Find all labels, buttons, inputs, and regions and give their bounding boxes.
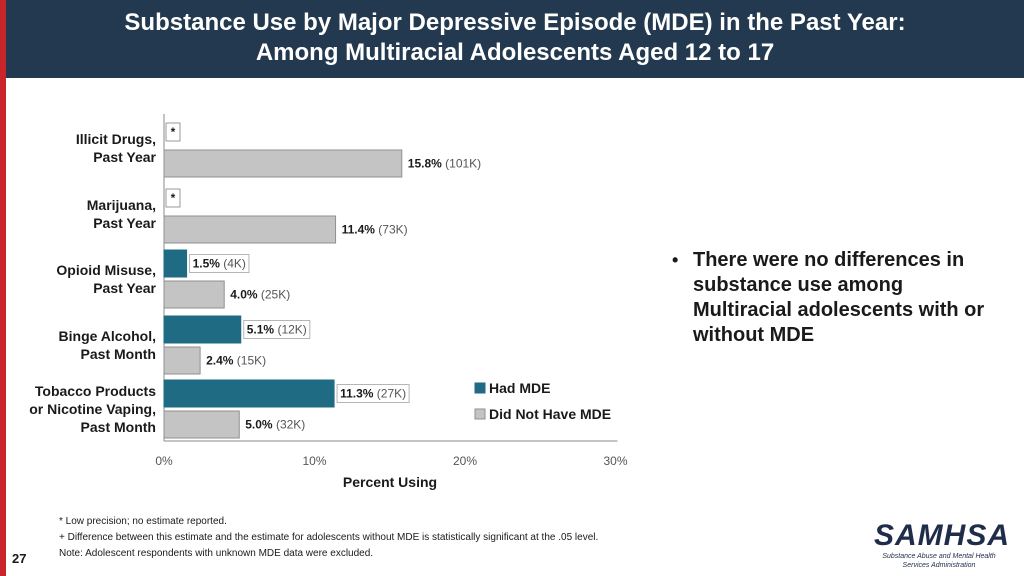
low-precision-marker: *	[171, 191, 176, 205]
data-label: 11.3% (27K)	[340, 387, 406, 401]
data-label: 5.1% (12K)	[247, 323, 307, 337]
accent-stripe	[0, 0, 6, 576]
data-label: 1.5% (4K)	[193, 257, 246, 271]
bar-no-mde	[163, 410, 240, 439]
data-label-count: (27K)	[373, 387, 406, 401]
data-label-box	[336, 384, 410, 403]
logo-subtitle-1: Substance Abuse and Mental Health	[882, 553, 996, 560]
title-bar: Substance Use by Major Depressive Episod…	[6, 0, 1024, 78]
x-tick-label: 0%	[155, 454, 173, 468]
footnote-significance: + Difference between this estimate and t…	[59, 532, 599, 543]
legend-label: Had MDE	[489, 380, 550, 396]
x-tick-label: 30%	[603, 454, 627, 468]
bar-no-mde	[163, 346, 201, 375]
page-title-line2: Among Multiracial Adolescents Aged 12 to…	[255, 39, 775, 66]
data-label: 15.8% (101K)	[408, 157, 481, 171]
category-label: Past Year	[93, 149, 156, 165]
logo-subtitle-2: Services Administration	[902, 562, 976, 569]
low-precision-box	[165, 122, 181, 142]
category-label: Binge Alcohol,	[59, 328, 156, 344]
data-label-count: (15K)	[233, 354, 266, 368]
data-label-count: (73K)	[375, 223, 408, 237]
data-label-count: (4K)	[220, 257, 246, 271]
category-label: Past Year	[93, 280, 156, 296]
legend-swatch	[474, 382, 486, 394]
bar-no-mde	[163, 215, 337, 244]
data-label-value: 4.0%	[230, 288, 258, 302]
logo-wordmark: SAMHSA	[874, 519, 1011, 552]
category-label: Marijuana,	[87, 197, 156, 213]
footnote-note: Note: Adolescent respondents with unknow…	[59, 548, 374, 559]
data-label-value: 15.8%	[408, 157, 442, 171]
legend-swatch	[474, 408, 486, 420]
bullet-icon: •	[672, 250, 679, 270]
category-label: Past Month	[81, 419, 156, 435]
category-label: Past Year	[93, 215, 156, 231]
data-label-count: (32K)	[273, 418, 306, 432]
category-label: Opioid Misuse,	[56, 262, 156, 278]
category-label: Illicit Drugs,	[76, 131, 156, 147]
data-label-value: 2.4%	[206, 354, 234, 368]
data-label-value: 5.1%	[247, 323, 275, 337]
bar-had-mde	[163, 379, 335, 408]
key-finding-text: There were no differences in substance u…	[693, 249, 985, 346]
data-label-value: 11.4%	[342, 223, 376, 237]
bar-no-mde	[163, 149, 403, 178]
category-label: or Nicotine Vaping,	[29, 401, 156, 417]
data-label: 4.0% (25K)	[230, 288, 290, 302]
data-label-box	[189, 254, 250, 273]
footnotes: * Low precision; no estimate reported. +…	[59, 514, 598, 562]
low-precision-box	[165, 188, 181, 208]
bar-had-mde	[163, 249, 188, 278]
x-tick-label: 10%	[302, 454, 326, 468]
legend-label: Did Not Have MDE	[489, 406, 611, 422]
bar-no-mde	[163, 280, 225, 309]
page-title-line1: Substance Use by Major Depressive Episod…	[124, 9, 906, 36]
data-label-value: 1.5%	[193, 257, 221, 271]
data-label: 11.4% (73K)	[342, 223, 408, 237]
x-tick-label: 20%	[453, 454, 477, 468]
low-precision-marker: *	[171, 125, 176, 139]
category-label: Past Month	[81, 346, 156, 362]
category-label: Tobacco Products	[35, 383, 156, 399]
x-axis-title: Percent Using	[343, 474, 437, 490]
footnote-low-precision: * Low precision; no estimate reported.	[59, 516, 227, 527]
data-label-box	[243, 320, 311, 339]
data-label-count: (25K)	[258, 288, 291, 302]
samhsa-logo: SAMHSA Substance Abuse and Mental Health…	[874, 519, 1011, 570]
data-label: 2.4% (15K)	[206, 354, 266, 368]
data-label-value: 11.3%	[340, 387, 374, 401]
data-label-count: (101K)	[442, 157, 481, 171]
page-number: 27	[12, 551, 27, 566]
data-label-value: 5.0%	[245, 418, 273, 432]
bar-had-mde	[163, 315, 242, 344]
data-label-count: (12K)	[274, 323, 307, 337]
data-label: 5.0% (32K)	[245, 418, 305, 432]
key-finding: • There were no differences in substance…	[672, 248, 1002, 348]
